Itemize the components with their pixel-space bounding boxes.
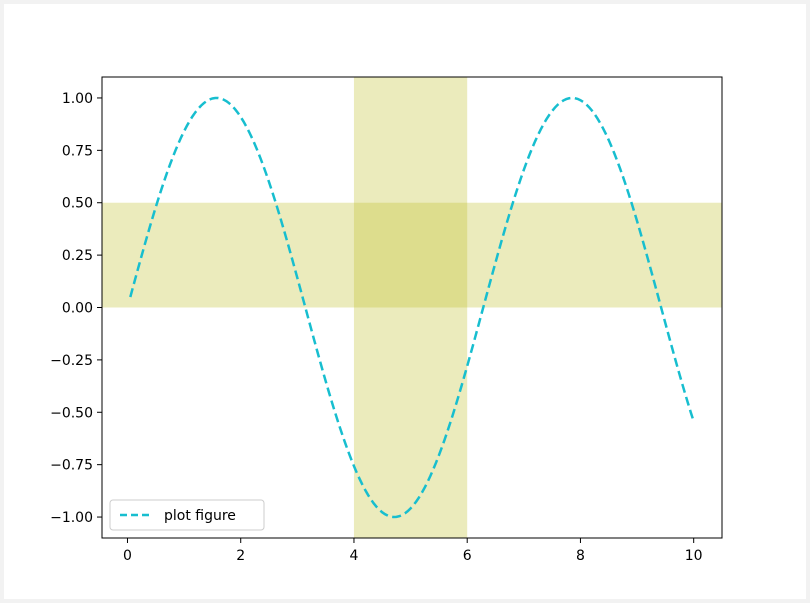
highlight-spans: [102, 77, 722, 538]
y-tick-label: −0.50: [50, 405, 93, 421]
y-tick-label: 0.75: [62, 143, 93, 159]
y-tick-label: 0.00: [62, 301, 93, 317]
y-axis: 1.00 0.75 0.50 0.25 0.00 −0.25 −0.50 −0.75 −1.00: [50, 91, 102, 526]
y-tick-label: −0.75: [50, 458, 93, 474]
legend-label: plot figure: [164, 508, 236, 524]
series-line-0: [129, 96, 695, 519]
x-tick-label: 10: [685, 548, 703, 564]
x-tick-label: 0: [123, 548, 132, 564]
legend-box: [109, 499, 265, 531]
x-tick-label: 4: [350, 548, 359, 564]
y-tick-label: −1.00: [50, 510, 93, 526]
y-tick-label: −0.25: [50, 353, 93, 369]
y-tick-label: 0.50: [62, 196, 93, 212]
x-tick-label: 2: [236, 548, 245, 564]
x-axis: 0 2 4 6 8 10: [123, 538, 703, 564]
line-chart: 0 2 4 6 8 10 1.00 0.75 0.50 0.25 0.00 −0.25 −0.50 −0…: [50, 76, 723, 564]
series-layer: [129, 96, 695, 519]
x-tick-label: 6: [463, 548, 472, 564]
y-tick-label: 0.25: [62, 248, 93, 264]
x-tick-label: 8: [576, 548, 585, 564]
chart-figure: 0 2 4 6 8 10 1.00 0.75 0.50 0.25 0.00 −0.25 −0.50 −0…: [4, 4, 806, 599]
legend: plot figure: [109, 499, 265, 531]
horizontal-span-0: [102, 202, 722, 308]
vertical-span-1: [353, 77, 468, 538]
y-tick-label: 1.00: [62, 91, 93, 107]
